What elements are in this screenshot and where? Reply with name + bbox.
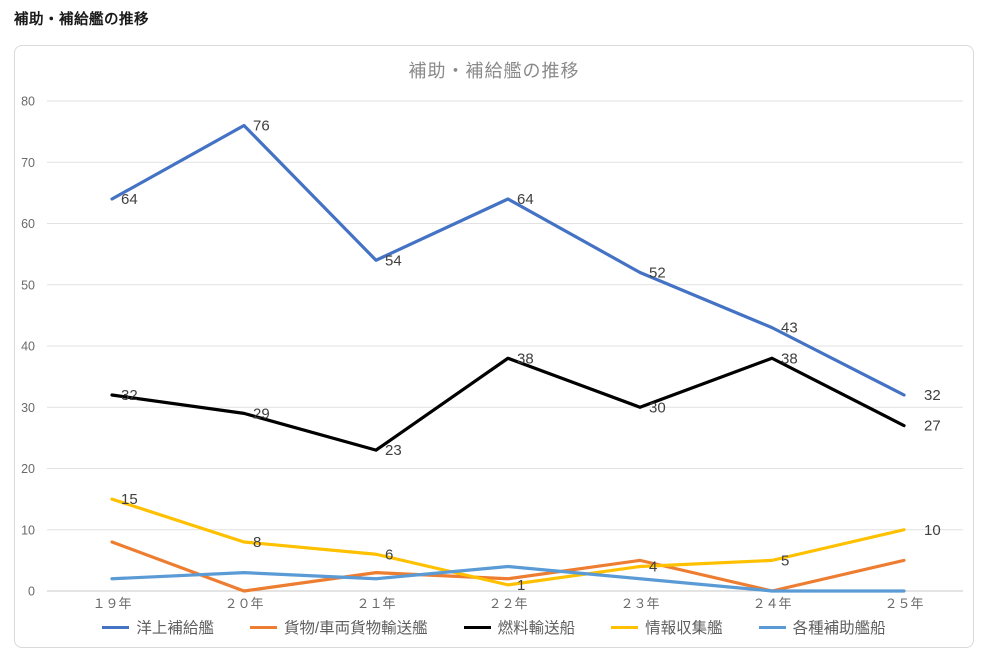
- legend-item-label: 燃料輸送船: [497, 620, 576, 637]
- data-label: 64: [121, 191, 138, 208]
- x-tick-label: ２４年: [752, 596, 791, 611]
- series-line-4: [110, 564, 906, 593]
- x-tick-label: ２０年: [224, 596, 263, 611]
- legend-marker-line: [102, 625, 130, 629]
- x-tick-label: ２１年: [356, 596, 395, 611]
- legend-item-2: 燃料輸送船: [463, 616, 576, 638]
- data-label: 8: [253, 534, 261, 551]
- legend-item-3: 情報収集艦: [611, 616, 723, 638]
- data-label: 23: [385, 442, 402, 459]
- y-tick-label: 80: [21, 95, 35, 109]
- legend-marker-line: [463, 625, 491, 629]
- y-tick-label: 10: [21, 523, 35, 537]
- y-tick-label: 60: [21, 217, 35, 231]
- y-tick-label: 70: [21, 156, 35, 170]
- y-tick-label: 40: [21, 340, 35, 354]
- y-tick-label: 20: [21, 462, 35, 476]
- chart-frame: 補助・補給艦の推移 0 10 20 30 40 50 60 70 80 １９年 ２０年 ２１年 ２２年 ２…: [14, 45, 974, 648]
- legend-marker-line: [611, 625, 639, 629]
- data-label: 30: [649, 399, 666, 416]
- data-label: 5: [781, 552, 789, 569]
- chart-title: 補助・補給艦の推移: [408, 61, 580, 81]
- data-label: 64: [517, 191, 534, 208]
- data-label: 29: [253, 405, 270, 422]
- data-label: 52: [649, 265, 666, 282]
- legend-marker-line: [758, 625, 786, 629]
- y-tick-label: 0: [28, 585, 35, 599]
- data-label: 43: [781, 320, 798, 337]
- legend-item-label: 情報収集艦: [645, 620, 723, 637]
- data-label: 15: [121, 491, 138, 508]
- y-tick-label: 50: [21, 278, 35, 292]
- data-label: 54: [385, 252, 402, 269]
- legend-item-label: 貨物/車両貨物輸送艦: [283, 620, 428, 637]
- legend-item-label: 洋上補給艦: [136, 620, 214, 637]
- chart-legend: 洋上補給艦 貨物/車両貨物輸送艦 燃料輸送船 情報収集艦 各種補助艦船: [15, 616, 973, 638]
- data-label: 10: [924, 522, 941, 539]
- x-tick-label: １９年: [92, 596, 131, 611]
- legend-item-1: 貨物/車両貨物輸送艦: [249, 616, 428, 638]
- data-label: 6: [385, 546, 393, 563]
- legend-item-4: 各種補助艦船: [758, 616, 886, 638]
- data-label: 76: [253, 118, 270, 135]
- series-line-3: [110, 497, 906, 587]
- legend-item-label: 各種補助艦船: [792, 620, 886, 637]
- x-tick-label: ２２年: [488, 596, 527, 611]
- legend-marker-line: [249, 625, 277, 629]
- data-label: 27: [924, 418, 941, 435]
- series-line-2: [110, 356, 906, 452]
- data-label: 4: [649, 559, 657, 576]
- series-line-0: [110, 123, 906, 397]
- data-label: 1: [517, 577, 525, 594]
- page-title: 補助・補給艦の推移: [14, 11, 149, 28]
- legend-item-0: 洋上補給艦: [102, 616, 214, 638]
- data-label: 38: [517, 350, 534, 367]
- data-label: 32: [924, 387, 941, 404]
- y-tick-label: 30: [21, 401, 35, 415]
- x-tick-label: ２５年: [884, 596, 923, 611]
- data-label: 38: [781, 350, 798, 367]
- x-tick-label: ２３年: [620, 596, 659, 611]
- data-label: 32: [121, 387, 138, 404]
